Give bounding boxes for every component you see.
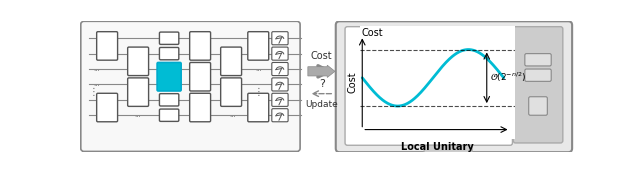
- FancyBboxPatch shape: [272, 93, 288, 106]
- FancyBboxPatch shape: [189, 32, 211, 60]
- FancyBboxPatch shape: [345, 27, 513, 145]
- Text: ...: ...: [255, 66, 262, 72]
- Text: ...: ...: [229, 112, 236, 118]
- Text: Update: Update: [305, 100, 338, 109]
- FancyBboxPatch shape: [424, 145, 472, 153]
- Text: Cost: Cost: [311, 51, 333, 61]
- FancyBboxPatch shape: [157, 62, 181, 91]
- X-axis label: Local Unitary: Local Unitary: [401, 142, 474, 152]
- Text: ...: ...: [93, 81, 100, 87]
- FancyBboxPatch shape: [221, 78, 241, 106]
- FancyBboxPatch shape: [513, 27, 563, 143]
- FancyBboxPatch shape: [529, 97, 547, 115]
- FancyBboxPatch shape: [159, 32, 179, 44]
- Text: ...: ...: [93, 66, 100, 72]
- FancyBboxPatch shape: [248, 32, 269, 60]
- FancyBboxPatch shape: [127, 78, 148, 106]
- Text: ⋮: ⋮: [89, 87, 99, 97]
- FancyBboxPatch shape: [272, 78, 288, 91]
- FancyBboxPatch shape: [97, 93, 118, 122]
- FancyBboxPatch shape: [248, 93, 269, 122]
- FancyBboxPatch shape: [221, 47, 241, 76]
- FancyBboxPatch shape: [525, 69, 551, 81]
- Text: $\mathcal{O}(2^{-n/2})$: $\mathcal{O}(2^{-n/2})$: [490, 71, 526, 84]
- FancyBboxPatch shape: [159, 94, 179, 106]
- Text: ...: ...: [134, 112, 141, 118]
- FancyBboxPatch shape: [81, 21, 300, 151]
- FancyBboxPatch shape: [272, 109, 288, 122]
- Y-axis label: Cost: Cost: [348, 72, 357, 93]
- FancyBboxPatch shape: [272, 62, 288, 76]
- FancyBboxPatch shape: [159, 48, 179, 60]
- FancyBboxPatch shape: [97, 32, 118, 60]
- FancyBboxPatch shape: [159, 109, 179, 121]
- FancyBboxPatch shape: [127, 47, 148, 76]
- Text: Cost: Cost: [361, 28, 383, 38]
- Text: ⋮: ⋮: [253, 87, 263, 97]
- FancyBboxPatch shape: [336, 21, 572, 152]
- FancyBboxPatch shape: [272, 32, 288, 45]
- FancyBboxPatch shape: [525, 54, 551, 66]
- FancyBboxPatch shape: [272, 47, 288, 60]
- FancyArrow shape: [308, 65, 335, 77]
- FancyBboxPatch shape: [189, 62, 211, 91]
- FancyBboxPatch shape: [189, 93, 211, 122]
- Text: ?: ?: [319, 80, 324, 89]
